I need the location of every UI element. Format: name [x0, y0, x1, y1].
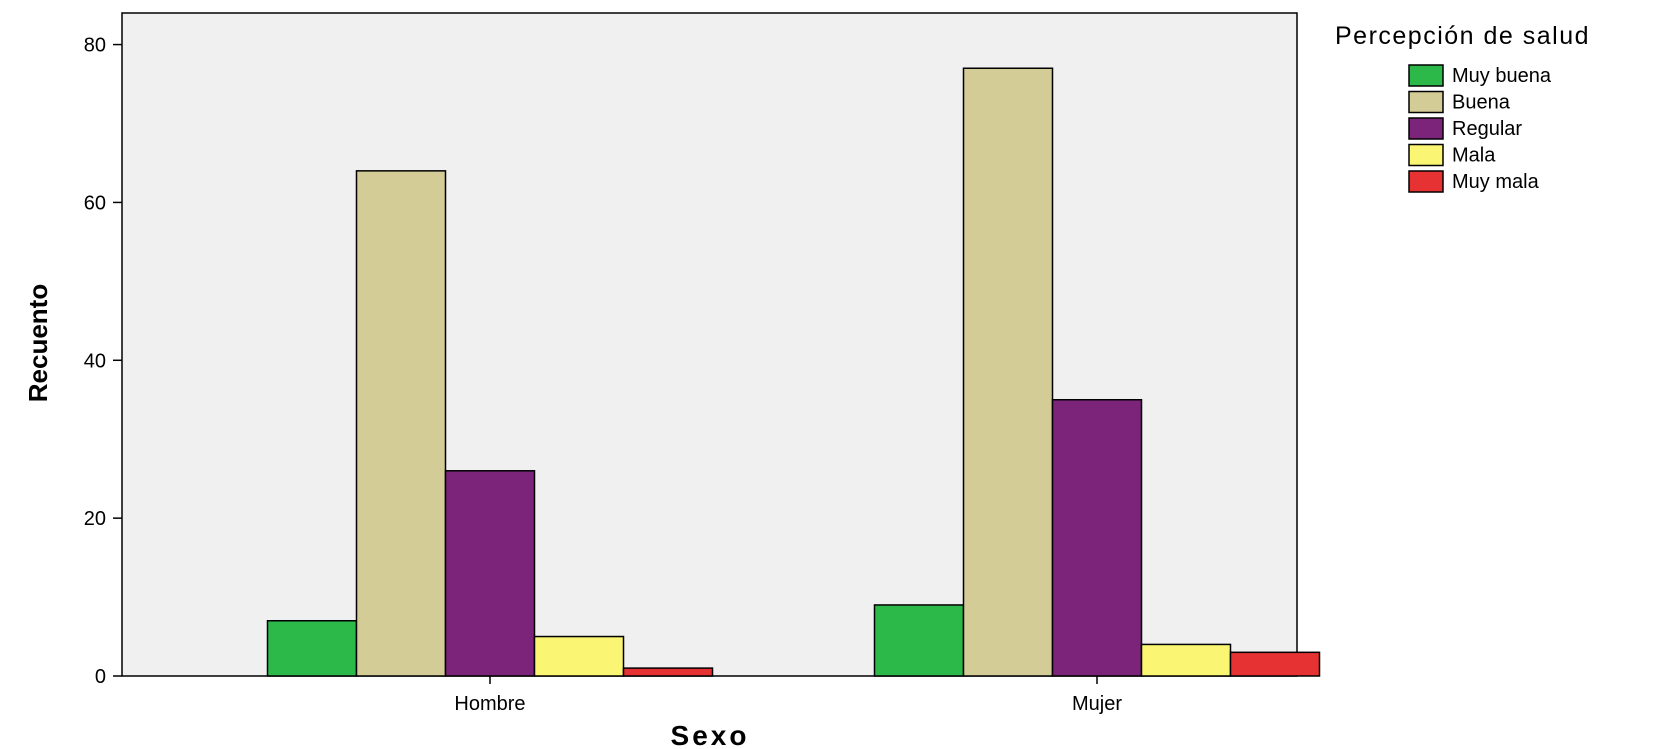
bar-hombre-muy-buena [266, 620, 358, 677]
bar-mujer-muy-buena [873, 604, 965, 677]
y-tick-label: 80 [84, 35, 106, 57]
y-tick-label: 20 [84, 508, 106, 530]
y-tick-label: 60 [84, 192, 106, 214]
bar-mujer-buena [962, 67, 1054, 677]
bar-mujer-regular [1051, 399, 1143, 677]
legend-swatch-muy-buena [1408, 64, 1444, 87]
legend: Percepción de salud Muy buena Buena Regula… [1335, 22, 1590, 193]
legend-label-buena: Buena [1452, 92, 1511, 114]
y-axis-title: Recuento [23, 284, 53, 402]
legend-items: Muy buena Buena Regular Mala Muy mala [1408, 64, 1552, 193]
bars-group [266, 67, 1321, 677]
legend-title: Percepción de salud [1335, 22, 1590, 50]
bar-hombre-muy-mala [622, 667, 714, 677]
legend-label-regular: Regular [1452, 118, 1522, 140]
legend-swatch-muy-mala [1408, 170, 1444, 193]
x-axis-ticks: Hombre Mujer [454, 676, 1122, 715]
bar-hombre-mala [533, 635, 625, 677]
legend-swatch-regular [1408, 117, 1444, 140]
y-axis-ticks: 0 20 40 60 80 [84, 35, 122, 688]
x-axis-title: Sexo [671, 720, 750, 749]
legend-swatch-buena [1408, 90, 1444, 114]
x-tick-label-hombre: Hombre [454, 693, 525, 715]
y-tick-label: 40 [84, 350, 106, 372]
bar-mujer-mala [1140, 643, 1232, 677]
x-tick-label-mujer: Mujer [1072, 693, 1122, 715]
bar-hombre-regular [444, 470, 536, 677]
legend-label-mala: Mala [1452, 145, 1496, 167]
bar-hombre-buena [355, 170, 447, 677]
y-tick-label: 0 [95, 666, 106, 688]
legend-label-muy-mala: Muy mala [1452, 171, 1540, 193]
legend-label-muy-buena: Muy buena [1452, 65, 1552, 87]
bar-mujer-muy-mala [1229, 651, 1321, 677]
legend-swatch-mala [1408, 143, 1444, 167]
